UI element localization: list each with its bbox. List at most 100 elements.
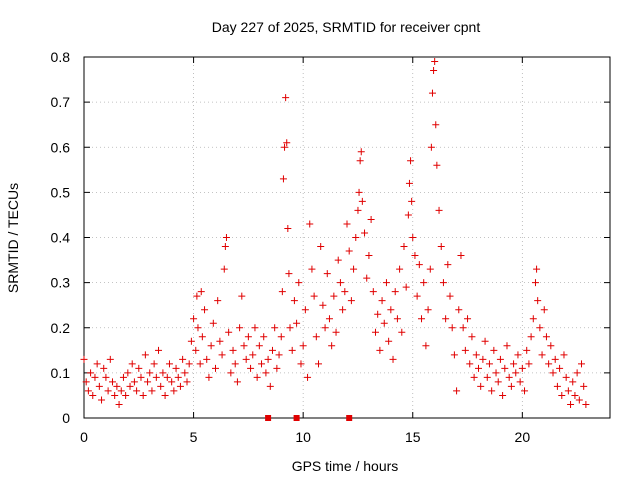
data-point <box>258 360 266 368</box>
data-point <box>505 373 513 381</box>
data-point <box>220 265 228 273</box>
data-point <box>113 382 121 390</box>
data-point <box>529 315 537 323</box>
data-point <box>306 220 314 228</box>
data-point <box>339 306 347 314</box>
data-point <box>111 391 119 399</box>
data-point <box>100 364 108 372</box>
data-point <box>190 315 198 323</box>
data-point <box>229 346 237 354</box>
data-point <box>514 351 522 359</box>
data-point <box>126 382 134 390</box>
data-point <box>428 89 436 97</box>
data-point <box>525 360 533 368</box>
data-point <box>281 143 289 151</box>
data-point <box>361 229 369 237</box>
data-point <box>427 143 435 151</box>
data-point <box>312 333 320 341</box>
data-point <box>212 364 219 372</box>
data-point <box>271 324 279 332</box>
data-point <box>409 234 417 241</box>
data-point <box>301 306 309 314</box>
x-axis: 0 5 10 15 20 <box>80 57 530 445</box>
data-point <box>413 292 421 300</box>
y-tick-label: 0.8 <box>51 49 71 65</box>
data-point <box>225 328 233 336</box>
data-point <box>334 256 342 264</box>
data-point <box>523 346 531 354</box>
y-tick-label: 0.2 <box>51 320 71 336</box>
data-point <box>578 360 586 368</box>
data-point <box>435 206 443 214</box>
data-point <box>285 270 293 278</box>
data-point <box>345 247 353 255</box>
data-point <box>402 283 410 291</box>
x-tick-label: 15 <box>405 429 421 445</box>
x-tick-label: 5 <box>190 429 198 445</box>
data-point <box>477 382 485 390</box>
data-point <box>117 387 125 395</box>
data-point <box>266 382 274 390</box>
data-point <box>446 292 454 300</box>
data-point <box>242 355 250 363</box>
data-point <box>165 360 173 368</box>
data-point <box>119 373 127 381</box>
data-point <box>549 369 557 377</box>
data-point <box>407 157 415 165</box>
data-point <box>233 378 241 386</box>
data-point <box>249 351 257 359</box>
data-point <box>221 243 229 251</box>
data-point <box>369 288 377 296</box>
chart-title: Day 227 of 2025, SRMTID for receiver cpn… <box>212 19 481 35</box>
data-point <box>255 342 263 350</box>
y-axis-label: SRMTID / TECUs <box>5 183 21 293</box>
baseline-marker <box>265 415 272 421</box>
data-point <box>244 333 252 341</box>
data-point <box>82 378 90 386</box>
data-point <box>374 310 382 318</box>
data-point <box>363 274 371 282</box>
data-points <box>80 58 590 408</box>
data-point <box>422 342 430 350</box>
baseline-marker <box>293 415 300 421</box>
data-point <box>98 396 106 404</box>
data-point <box>411 252 419 260</box>
data-point <box>196 360 204 368</box>
data-point <box>297 360 305 368</box>
data-point <box>152 373 160 381</box>
data-point <box>507 382 515 390</box>
data-point <box>400 243 408 251</box>
data-point <box>450 351 458 359</box>
data-point <box>398 328 406 336</box>
data-point <box>499 391 507 399</box>
data-point <box>393 315 401 323</box>
data-point <box>247 364 255 372</box>
data-point <box>512 369 520 377</box>
data-point <box>455 306 463 314</box>
data-point <box>496 355 504 363</box>
data-point <box>560 351 568 359</box>
data-point <box>315 360 323 368</box>
data-point <box>547 342 555 350</box>
data-point <box>310 292 318 300</box>
data-point <box>391 288 399 296</box>
data-point <box>358 197 366 205</box>
data-point <box>418 315 426 323</box>
data-point <box>275 351 283 359</box>
data-point <box>216 337 224 345</box>
data-point <box>573 369 581 377</box>
data-point <box>408 197 416 205</box>
data-point <box>448 324 456 332</box>
data-point <box>185 360 193 368</box>
data-point <box>492 369 500 377</box>
data-point <box>343 220 351 228</box>
data-point <box>444 261 452 269</box>
data-point <box>222 234 230 241</box>
data-point <box>483 373 491 381</box>
data-point <box>553 382 561 390</box>
data-point <box>253 373 261 381</box>
data-point <box>251 324 259 332</box>
data-point <box>328 342 336 350</box>
data-point <box>540 306 548 314</box>
data-point <box>488 387 496 395</box>
